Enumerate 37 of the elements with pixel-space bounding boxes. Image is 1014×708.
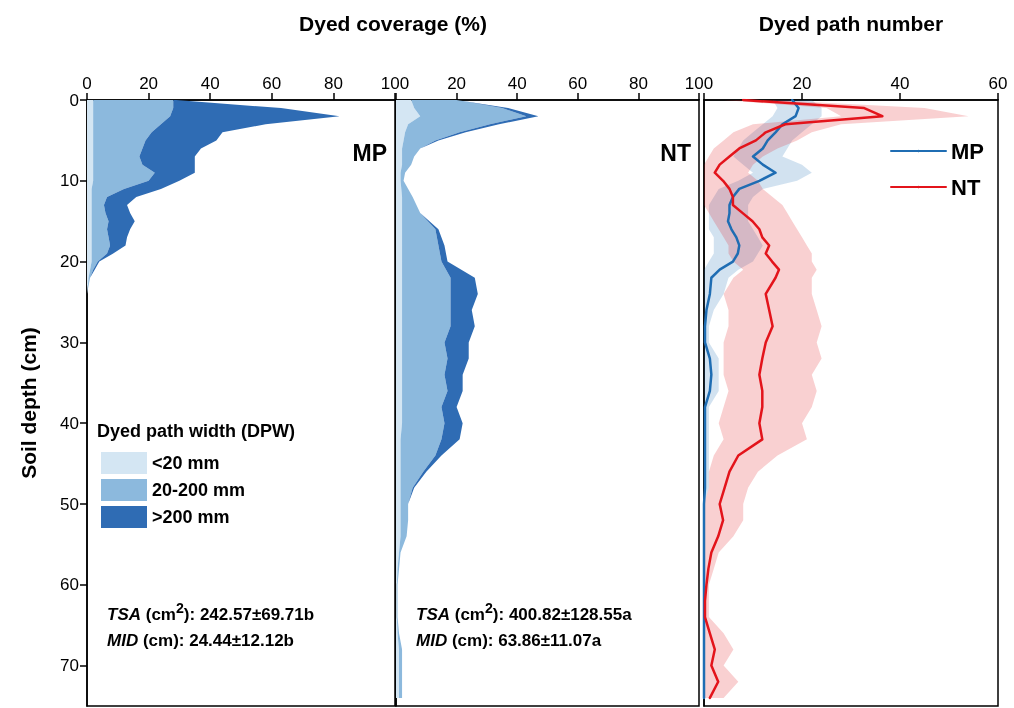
x-tick-label: 60 [988, 74, 1008, 93]
annotation: MID (cm): 63.86±11.07a [416, 631, 602, 650]
y-axis-title: Soil depth (cm) [17, 327, 40, 479]
legend-label: MP [951, 138, 984, 164]
y-tick-label: 0 [69, 90, 79, 110]
x-tick-label: 100 [684, 74, 714, 93]
x-tick-label: 40 [200, 74, 220, 93]
x-tick-label: 0 [82, 74, 92, 93]
legend-label: <20 mm [152, 453, 220, 473]
x-tick-label: 100 [380, 74, 410, 93]
x-tick-label: 60 [262, 74, 282, 93]
y-tick-label: 70 [60, 656, 79, 676]
x-tick-label: 20 [139, 74, 159, 93]
y-tick-label: 20 [60, 252, 79, 272]
annotation: TSA (cm$^{2}$): 400.82±128.55a [416, 600, 632, 624]
y-tick-label: 60 [60, 575, 79, 595]
annotation: MP [352, 140, 387, 167]
x-tick-label: 60 [568, 74, 588, 93]
legend-label: NT [951, 174, 981, 200]
y-tick-label: 30 [60, 332, 79, 352]
legend-title: Dyed path width (DPW) [97, 421, 295, 441]
x-tick-label: 80 [628, 74, 648, 93]
x-axis-title: Dyed path number [757, 12, 945, 36]
y-tick-label: 10 [60, 171, 79, 191]
annotation: NT [660, 140, 691, 167]
legend-label: >200 mm [152, 507, 230, 527]
x-tick-label: 40 [507, 74, 527, 93]
annotation: MID (cm): 24.44±12.12b [107, 631, 294, 650]
x-tick-label: 20 [447, 74, 467, 93]
annotation: TSA (cm$^{2}$): 242.57±69.71b [107, 600, 315, 624]
y-tick-label: 40 [60, 413, 79, 433]
legend-label: 20-200 mm [152, 480, 246, 500]
x-axis-title: Dyed coverage (%) [298, 12, 488, 36]
x-tick-label: 40 [890, 74, 910, 93]
x-tick-label: 80 [323, 74, 343, 93]
y-tick-label: 50 [60, 494, 79, 514]
x-tick-label: 20 [792, 74, 812, 93]
